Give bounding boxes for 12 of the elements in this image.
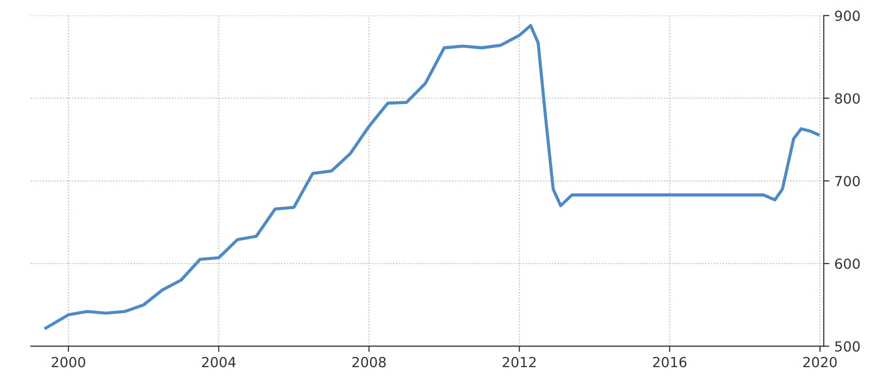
y-tick-label: 800 <box>835 93 860 104</box>
y-tick-label: 500 <box>835 341 860 352</box>
x-tick-label: 2016 <box>653 356 686 368</box>
y-tick-label: 900 <box>835 10 860 22</box>
x-tick-label: 2004 <box>202 356 236 368</box>
x-tick-label: 2008 <box>352 356 386 368</box>
y-tick-label: 600 <box>835 258 860 270</box>
x-tick-label: 2012 <box>502 356 536 368</box>
line-series <box>44 24 820 330</box>
y-tick-label: 700 <box>835 176 860 186</box>
x-tick-label: 2020 <box>803 356 837 368</box>
x-tick-label: 2000 <box>52 356 86 368</box>
